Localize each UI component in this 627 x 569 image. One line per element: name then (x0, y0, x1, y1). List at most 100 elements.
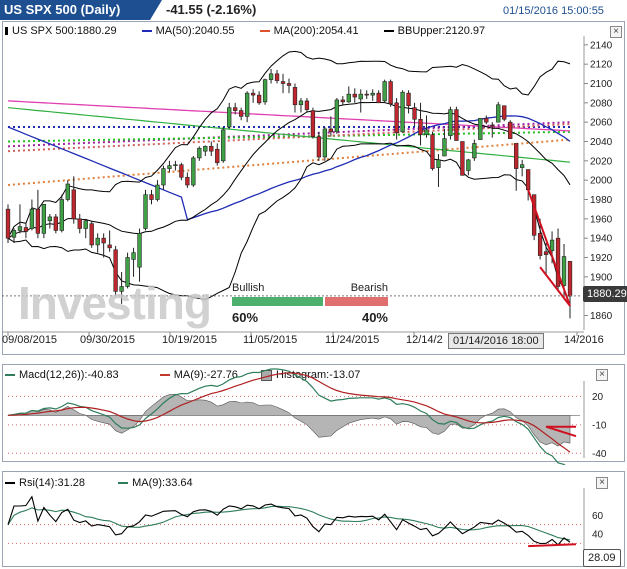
rsi-legend: Rsi(14):31.28 MA(9):33.64 (5, 477, 193, 489)
candle-body (137, 233, 142, 268)
candle-body (274, 73, 280, 81)
trend-dotted-line (7, 123, 571, 153)
candle-body (298, 100, 304, 106)
bullish-label: Bullish (232, 282, 265, 294)
candle-body (346, 93, 351, 103)
candle-body (370, 92, 375, 96)
candle-body (65, 183, 70, 200)
y-tick-label: 1860 (590, 311, 613, 322)
candle-body (89, 223, 94, 246)
y-tick-label: 2080 (590, 98, 613, 109)
candle-body (454, 109, 459, 141)
candle-body (113, 249, 118, 292)
y-tick-label: 2040 (590, 137, 613, 148)
candle-body (490, 124, 495, 127)
candle-body (107, 244, 112, 249)
main-legend: US SPX 500:1880.29 MA(50):2040.55 MA(200… (5, 25, 485, 37)
candle-body (520, 164, 525, 168)
candle-body (531, 194, 537, 236)
candle-body (221, 129, 226, 162)
rsi-line (7, 495, 571, 546)
candle-body (514, 143, 519, 169)
candle-body (478, 118, 483, 140)
y-tick-label: 2120 (590, 60, 613, 71)
candle-body (442, 138, 447, 157)
candle-body (233, 107, 238, 111)
candle-body (394, 102, 399, 134)
candle-body (364, 93, 369, 96)
close-rsi-panel-button[interactable]: × (596, 477, 608, 489)
candle-body (430, 134, 435, 169)
y-tick-label: 1980 (590, 195, 613, 206)
legend-item-rsi: Rsi(14):31.28 (5, 477, 88, 489)
price-change: -41.55 (-2.16%) (166, 2, 257, 17)
bar-icon (5, 27, 8, 36)
candle-body (484, 118, 489, 123)
candle-body (161, 168, 166, 186)
candle-body (209, 146, 214, 152)
y-tick-label: 2100 (590, 79, 613, 90)
candle-body (35, 208, 41, 234)
candle-body (310, 110, 316, 137)
price-chart: 1860188019001920194019601980200020202040… (2, 36, 613, 336)
watermark-logo: Investing (18, 277, 212, 329)
candle-body (460, 141, 465, 176)
candle-body (5, 208, 11, 239)
candle-body (185, 176, 190, 186)
line-icon (5, 374, 15, 377)
candle-body (334, 99, 339, 133)
macd-signal-line (7, 372, 571, 453)
trend-dotted-line (7, 138, 571, 186)
bb-lower-line (7, 142, 571, 306)
close-macd-panel-button[interactable]: × (596, 369, 608, 381)
candle-body (191, 157, 196, 186)
candle-body (400, 91, 405, 133)
macd-trend-line (545, 425, 577, 438)
candle-body (466, 159, 471, 171)
candle-body (388, 81, 393, 105)
candle-body (316, 136, 322, 158)
candle-body (448, 109, 453, 136)
candle-body (47, 216, 53, 222)
candle-body (83, 220, 88, 229)
candle-body (262, 79, 268, 103)
candle-body (268, 73, 274, 80)
bb-middle-line (7, 101, 571, 239)
candle-body (131, 252, 136, 260)
candle-body (502, 105, 507, 120)
legend-item-rsi-ma: MA(9):33.64 (118, 477, 193, 489)
candle-body (11, 230, 17, 238)
macd-panel (2, 364, 625, 462)
candle-body (167, 165, 172, 169)
candle-body (256, 94, 262, 104)
bb-upper-line (7, 50, 571, 239)
candle-body (436, 159, 441, 168)
candle-body (17, 226, 23, 231)
rsi-trend-line (528, 543, 577, 548)
timestamp: 01/15/2016 15:00:55 (503, 5, 604, 17)
y-tick-label: 2060 (590, 118, 613, 129)
last-price-tag: 1880.29 (583, 286, 627, 302)
candle-body (292, 87, 298, 106)
candle-body (215, 148, 220, 164)
line-icon (141, 30, 152, 33)
macd-y-tick-label: -10 (592, 420, 607, 431)
candle-body (496, 104, 501, 123)
rsi-y-tick-label: 60 (592, 511, 604, 522)
sentiment-box: Bullish Bearish 60% 40% (232, 282, 390, 327)
close-main-panel-button[interactable]: × (610, 26, 622, 38)
macd-legend: Macd(12,26)):-40.83 MA(9):-27.76 Histogr… (5, 369, 360, 381)
candle-body (29, 208, 35, 229)
candle-body (508, 121, 513, 139)
bearish-bar (325, 297, 388, 306)
candle-body (543, 251, 549, 255)
candle-body (203, 146, 208, 152)
candle-body (472, 143, 477, 159)
candle-body (59, 199, 64, 231)
x-tick-label: 09/08/2015 (2, 334, 58, 346)
candle-body (376, 92, 381, 104)
candle-body (537, 233, 543, 256)
bearish-label: Bearish (350, 282, 388, 294)
bullish-percent: 60% (232, 310, 259, 325)
